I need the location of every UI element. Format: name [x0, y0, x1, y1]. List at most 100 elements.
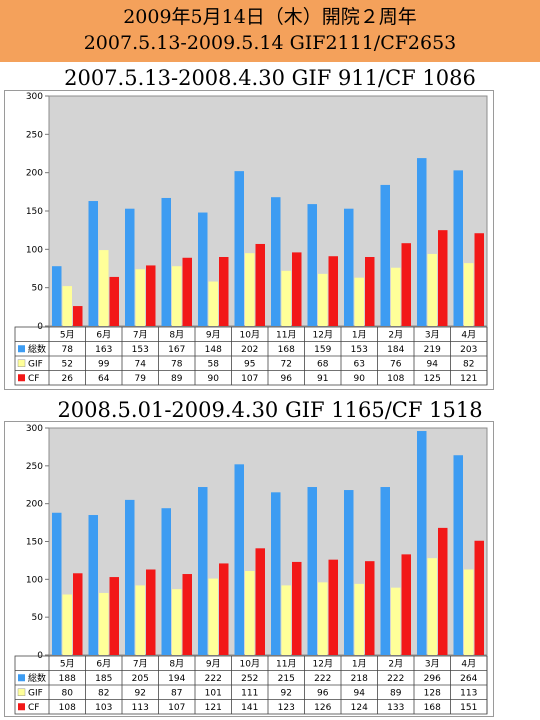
chart1-bar-gif: [245, 253, 255, 326]
chart1-bar-gif: [208, 281, 218, 326]
chart1-category-label: 1月: [352, 330, 367, 341]
chart1-bar-total: [52, 266, 62, 326]
chart2-bar-gif: [245, 571, 255, 655]
chart1-data-value: 184: [387, 345, 404, 355]
chart1-data-value: 58: [208, 360, 220, 370]
chart2-category-label: 1月: [352, 659, 367, 670]
chart2-data-value: 121: [205, 703, 222, 713]
chart2-bar-gif: [427, 558, 437, 655]
chart1-legend-key: [17, 359, 26, 367]
chart2-bar-gif: [354, 583, 364, 655]
chart1-data-value: 90: [354, 374, 366, 384]
chart1-bar-cf: [109, 276, 119, 326]
chart1-data-value: 163: [95, 345, 112, 355]
chart2-bar-total: [417, 431, 427, 655]
chart1-category-label: 2月: [388, 330, 403, 341]
chart2-data-value: 96: [317, 689, 329, 699]
chart2-data-value: 80: [62, 689, 74, 699]
chart1-data-value: 95: [244, 360, 255, 370]
chart2-bar-gif: [62, 594, 72, 655]
chart1-category-label: 7月: [133, 330, 148, 341]
chart2-bar-cf: [182, 574, 192, 655]
chart1-data-value: 168: [278, 345, 295, 355]
chart2-data-value: 113: [132, 703, 149, 713]
chart1-data-value: 108: [387, 374, 404, 384]
chart2-bar-total: [88, 515, 98, 655]
chart1-category-label: 5月: [60, 330, 75, 341]
chart1-bar-cf: [219, 257, 229, 326]
chart2-data-value: 222: [314, 674, 331, 684]
chart1-category-label: 10月: [240, 330, 260, 341]
chart1-y-tick-label: 50: [32, 284, 44, 294]
chart2-category-label: 10月: [240, 659, 260, 670]
chart2-category-label: 11月: [276, 659, 296, 670]
chart1-data-value: 78: [62, 345, 74, 355]
chart1-legend-label: GIF: [28, 360, 43, 370]
chart2-y-tick-label: 250: [26, 462, 43, 472]
chart2-bar-cf: [292, 561, 302, 655]
chart1-bar-gif: [62, 286, 72, 326]
header-subtitle: 2007.5.13-2009.5.14 GIF2111/CF2653: [83, 32, 457, 54]
chart2-bar-cf: [146, 569, 156, 655]
chart2-data-value: 101: [205, 689, 222, 699]
chart1-y-tick-label: 300: [26, 92, 43, 102]
chart2-data-value: 141: [241, 703, 258, 713]
chart2-bar-cf: [328, 559, 338, 655]
chart1-bar-total: [344, 208, 354, 326]
chart1-bar-gif: [354, 277, 364, 326]
chart1-data-value: 26: [62, 374, 74, 384]
chart1-bar-total: [417, 158, 427, 326]
chart1-data-value: 82: [463, 360, 474, 370]
chart2-bar-total: [344, 490, 354, 655]
chart2-legend-label: GIF: [28, 689, 43, 699]
chart2-data-value: 222: [205, 674, 222, 684]
chart1-data-value: 91: [317, 374, 328, 384]
chart2-category-label: 4月: [461, 659, 476, 670]
chart1-bar-gif: [281, 270, 291, 326]
chart2-y-tick-label: 100: [26, 575, 43, 585]
chart1-data-value: 79: [135, 374, 147, 384]
chart1-data-value: 148: [205, 345, 222, 355]
chart1-data-value: 167: [168, 345, 185, 355]
chart1-bar-total: [234, 171, 244, 326]
chart1-data-value: 64: [98, 374, 110, 384]
chart1-data-value: 74: [135, 360, 147, 370]
chart1-data-value: 203: [460, 345, 477, 355]
chart2-data-value: 215: [278, 674, 295, 684]
chart2-data-value: 264: [460, 674, 477, 684]
chart2-category-label: 6月: [96, 659, 111, 670]
chart2-legend-key: [18, 674, 25, 682]
chart1-data-value: 78: [171, 360, 183, 370]
chart2-y-tick-label: 200: [26, 500, 43, 510]
chart2-data-value: 185: [95, 674, 112, 684]
chart2-bar-cf: [438, 527, 448, 655]
chart2-data-value: 218: [351, 674, 368, 684]
chart1-category-label: 8月: [169, 330, 184, 341]
chart2-bar-gif: [281, 585, 291, 655]
chart1-data-value: 68: [317, 360, 329, 370]
chart1-legend-key: [18, 374, 25, 382]
chart1-bar-cf: [365, 257, 375, 326]
chart1-bar-gif: [135, 269, 145, 326]
chart2-data-value: 124: [351, 703, 368, 713]
chart1-data-value: 202: [241, 345, 258, 355]
chart1-bar-gif: [172, 266, 182, 326]
chart1-data-value: 94: [427, 360, 439, 370]
chart1-data-value: 72: [281, 360, 292, 370]
chart2-category-label: 5月: [60, 659, 75, 670]
chart2-data-value: 103: [95, 703, 112, 713]
chart2-data-value: 168: [424, 703, 441, 713]
chart2-bar-total: [52, 512, 62, 655]
chart1-category-label: 12月: [313, 330, 333, 341]
chart2-bar-gif: [208, 578, 218, 655]
chart1-category-label: 4月: [461, 330, 476, 341]
chart2-category-label: 9月: [206, 659, 221, 670]
chart1-category-label: 3月: [425, 330, 440, 341]
chart2-y-tick-label: 50: [32, 613, 44, 623]
chart2-data-value: 133: [387, 703, 404, 713]
chart2-panel: 0 50 100 150 200 250 300 5月 6月 7月 8月 9月 10月 11月 12月 1月 2…: [4, 421, 494, 717]
chart2-plot-area: [48, 427, 488, 656]
chart1-bar-gif: [318, 273, 328, 326]
chart2-data-value: 128: [424, 689, 441, 699]
